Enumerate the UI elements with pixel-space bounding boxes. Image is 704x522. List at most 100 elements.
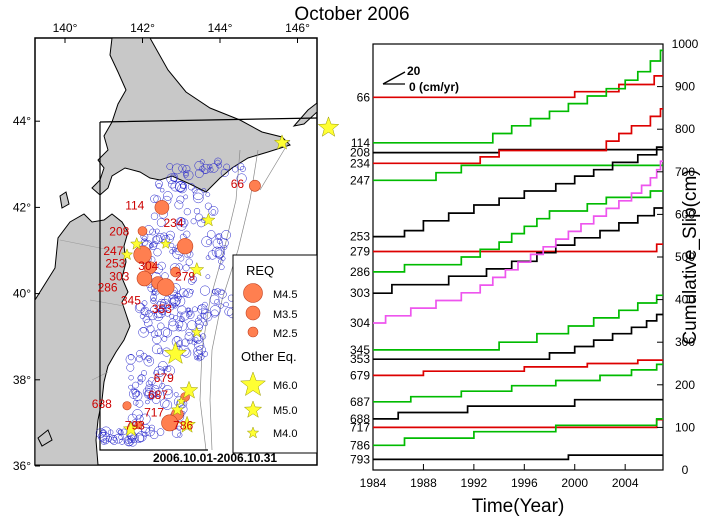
slip-series-line-786 bbox=[373, 418, 663, 447]
small-earthquake-marker bbox=[199, 159, 205, 165]
small-earthquake-marker bbox=[136, 434, 145, 443]
small-earthquake-marker bbox=[163, 388, 174, 399]
small-earthquake-marker bbox=[116, 428, 122, 434]
small-earthquake-marker bbox=[174, 200, 184, 210]
legend-other-m60-label: M6.0 bbox=[273, 380, 297, 392]
small-earthquake-marker bbox=[209, 305, 221, 316]
other-earthquake-marker bbox=[189, 261, 205, 277]
small-earthquake-marker bbox=[201, 236, 213, 248]
y-tick-label: 1000 bbox=[672, 37, 699, 51]
small-earthquake-marker bbox=[221, 230, 231, 240]
y-tick-label: 800 bbox=[675, 122, 695, 136]
small-earthquake-marker bbox=[197, 353, 205, 361]
small-earthquake-marker bbox=[159, 187, 165, 193]
small-earthquake-marker bbox=[176, 220, 187, 231]
small-earthquake-marker bbox=[170, 181, 181, 192]
station-label: 253 bbox=[105, 257, 125, 271]
series-label: 253 bbox=[350, 230, 370, 244]
other-earthquake-marker bbox=[159, 237, 172, 249]
small-earthquake-marker bbox=[159, 398, 170, 409]
station-label: 114 bbox=[125, 199, 144, 213]
map-lat-tick-label: 36° bbox=[13, 459, 31, 473]
small-earthquake-marker bbox=[141, 370, 147, 377]
other-earthquake-marker bbox=[179, 380, 199, 399]
req-earthquake-marker bbox=[170, 266, 181, 278]
x-tick-label: 1996 bbox=[511, 476, 538, 490]
series-label: 279 bbox=[350, 245, 370, 259]
map-lon-tick-label: 144° bbox=[208, 21, 233, 35]
small-earthquake-marker bbox=[183, 208, 191, 216]
small-earthquake-marker bbox=[178, 164, 187, 173]
small-earthquake-marker bbox=[111, 435, 118, 441]
slip-series-line-234 bbox=[373, 107, 663, 165]
small-earthquake-marker bbox=[239, 165, 246, 172]
small-earthquake-marker bbox=[150, 385, 160, 394]
series-label: 786 bbox=[350, 438, 370, 452]
small-earthquake-marker bbox=[171, 175, 178, 182]
small-earthquake-marker bbox=[154, 366, 165, 377]
series-label: 208 bbox=[350, 146, 370, 160]
y-axis-ticks: 0 100 200 300 400 500 600 700 800 900 1000 bbox=[657, 37, 699, 477]
small-earthquake-marker bbox=[199, 285, 211, 296]
small-earthquake-marker bbox=[205, 239, 212, 245]
small-earthquake-marker bbox=[185, 258, 193, 266]
legend-other-m40-marker bbox=[246, 426, 260, 439]
small-earthquake-marker bbox=[189, 275, 197, 283]
x-axis-ticks: 1984 1988 1992 1996 2000 2004 bbox=[360, 464, 639, 490]
legend-req-m35-marker bbox=[245, 305, 261, 321]
small-earthquake-marker bbox=[140, 352, 148, 360]
small-earthquake-marker bbox=[166, 163, 174, 170]
small-earthquake-marker bbox=[160, 232, 168, 241]
small-earthquake-marker bbox=[127, 353, 135, 361]
small-earthquake-marker bbox=[214, 299, 220, 305]
small-earthquake-marker bbox=[171, 247, 177, 253]
small-earthquake-marker bbox=[212, 238, 223, 249]
x-axis-title: Time(Year) bbox=[472, 496, 565, 517]
small-earthquake-marker bbox=[140, 306, 150, 316]
small-earthquake-marker bbox=[156, 218, 166, 227]
small-earthquake-marker bbox=[174, 296, 186, 307]
series-label: 303 bbox=[350, 286, 370, 300]
small-earthquake-marker bbox=[186, 311, 193, 317]
small-earthquake-marker bbox=[215, 233, 222, 240]
small-earthquake-marker bbox=[132, 409, 143, 420]
small-earthquake-marker bbox=[152, 235, 161, 244]
small-earthquake-marker bbox=[126, 363, 135, 372]
small-earthquake-marker bbox=[170, 296, 180, 307]
hokkaido-land bbox=[91, 38, 291, 196]
small-earthquake-marker bbox=[210, 209, 217, 215]
y-tick-label: 300 bbox=[675, 335, 695, 349]
small-earthquake-marker bbox=[135, 355, 143, 363]
small-earthquake-marker bbox=[197, 304, 208, 315]
small-earthquake-marker bbox=[170, 302, 176, 309]
small-earthquake-marker bbox=[196, 314, 203, 321]
small-earthquake-marker bbox=[207, 250, 218, 260]
map-lat-tick-label: 44° bbox=[13, 114, 31, 128]
series-label: 679 bbox=[350, 368, 370, 382]
series-label: 304 bbox=[350, 316, 370, 330]
small-earthquake-marker bbox=[142, 315, 150, 324]
small-earthquake-marker bbox=[214, 288, 221, 295]
small-earthquake-marker bbox=[186, 310, 195, 319]
small-earthquake-marker bbox=[150, 212, 159, 220]
small-earthquake-marker bbox=[99, 431, 110, 443]
small-earthquake-marker bbox=[199, 165, 206, 172]
honshu-land bbox=[35, 213, 131, 465]
series-label: 234 bbox=[350, 156, 370, 170]
date-range-label: 2006.10.01-2006.10.31 bbox=[153, 451, 277, 465]
small-earthquake-marker bbox=[193, 349, 203, 360]
small-earthquake-marker bbox=[125, 354, 136, 365]
small-earthquake-marker bbox=[214, 157, 222, 166]
figure-title: October 2006 bbox=[294, 4, 410, 25]
small-earthquake-marker bbox=[162, 365, 168, 371]
small-earthquake-marker bbox=[183, 170, 194, 181]
req-earthquake-marker bbox=[137, 226, 148, 236]
scale-legend-label: 0 (cm/yr) bbox=[409, 80, 459, 94]
small-earthquake-marker bbox=[175, 180, 186, 192]
small-earthquake-marker bbox=[160, 327, 171, 337]
req-earthquake-marker bbox=[133, 245, 152, 264]
other-earthquake-marker bbox=[273, 134, 291, 150]
series-label: 286 bbox=[350, 265, 370, 279]
slip-series-layer bbox=[373, 49, 663, 461]
small-earthquake-marker bbox=[176, 425, 182, 431]
